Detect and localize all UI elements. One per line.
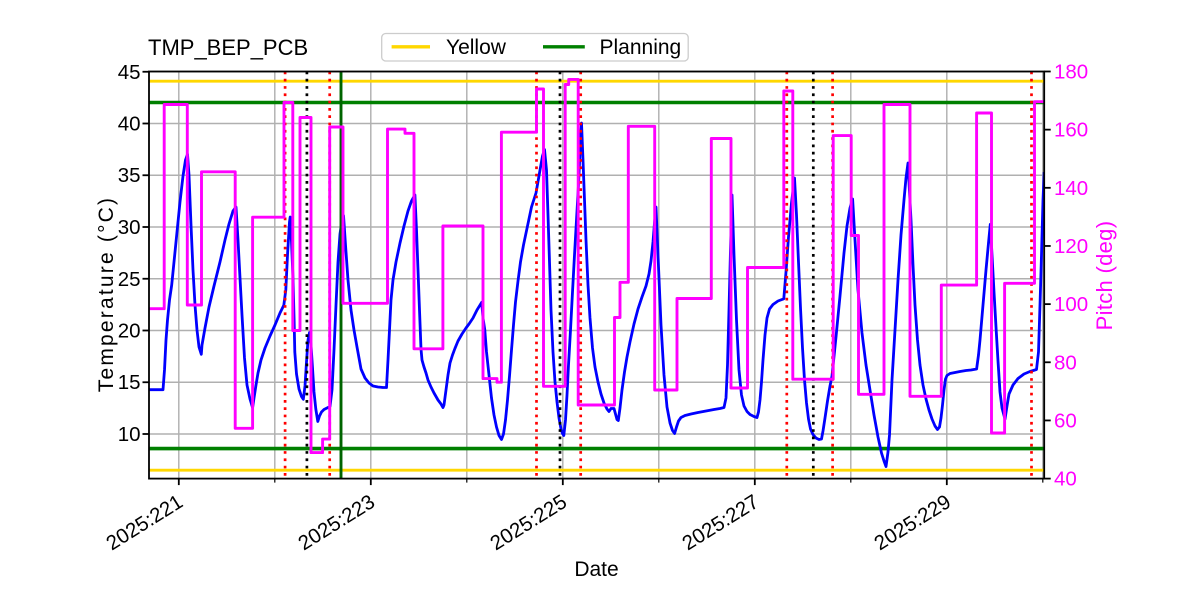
svg-text:25: 25 <box>118 268 141 291</box>
svg-text:60: 60 <box>1054 409 1077 432</box>
svg-text:10: 10 <box>118 423 141 446</box>
svg-text:Date: Date <box>574 558 618 581</box>
svg-text:40: 40 <box>1054 468 1077 491</box>
svg-text:Pitch (deg): Pitch (deg) <box>1092 221 1117 331</box>
svg-text:Temperature (°C): Temperature (°C) <box>95 196 118 392</box>
svg-text:Yellow: Yellow <box>446 36 507 59</box>
svg-text:120: 120 <box>1054 235 1088 258</box>
svg-text:15: 15 <box>118 371 141 394</box>
svg-text:160: 160 <box>1054 119 1088 142</box>
svg-text:180: 180 <box>1054 61 1088 84</box>
svg-text:20: 20 <box>118 320 141 343</box>
svg-text:140: 140 <box>1054 177 1088 200</box>
svg-text:100: 100 <box>1054 293 1088 316</box>
svg-text:TMP_BEP_PCB: TMP_BEP_PCB <box>148 35 308 60</box>
svg-text:80: 80 <box>1054 351 1077 374</box>
svg-text:Planning: Planning <box>600 36 682 59</box>
svg-text:40: 40 <box>118 113 141 136</box>
svg-text:30: 30 <box>118 216 141 239</box>
svg-text:45: 45 <box>118 61 141 84</box>
svg-text:35: 35 <box>118 164 141 187</box>
